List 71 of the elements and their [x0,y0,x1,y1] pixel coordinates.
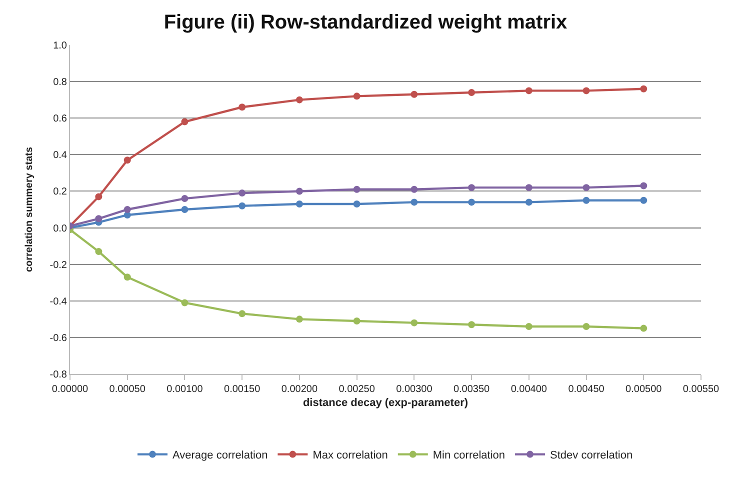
x-tick-label: 0.00300 [396,384,433,395]
chart-title: Figure (ii) Row-standardized weight matrix [164,11,568,34]
point [582,184,590,192]
point [95,193,102,200]
point [296,200,303,208]
point [640,196,648,204]
point [95,248,102,256]
x-tick-label: 0.00200 [281,384,318,395]
point [640,182,648,190]
point [238,310,246,318]
point [296,188,303,195]
point [468,198,476,206]
point [410,90,418,98]
x-tick-label: 0.00100 [166,384,204,395]
point [582,196,590,204]
legend-label: Min correlation [432,450,506,462]
legend-label: Stdev correlation [550,450,633,462]
point [238,202,246,210]
point [181,206,188,213]
point [181,299,188,306]
point [124,274,131,281]
point [238,104,246,111]
y-tick-label: 0.8 [53,77,68,88]
y-tick-label: 0.2 [53,186,68,198]
point [124,156,131,164]
x-tick-label: 0.00000 [52,384,89,395]
x-tick-label: 0.00150 [224,384,261,395]
point [353,92,360,100]
point [410,186,418,193]
point [640,324,648,332]
legend-label: Max correlation [312,450,388,462]
y-tick-label: 0.6 [53,114,68,125]
point [468,184,476,192]
point [525,87,532,94]
y-tick-label: -0.4 [50,296,68,308]
point [525,322,532,330]
point [296,96,303,104]
legend-label: Average correlation [172,450,268,462]
x-tick-label: 0.00550 [682,384,720,395]
y-tick-label: 0.0 [53,223,68,234]
point [296,316,303,323]
x-axis-title: distance decay (exp-parameter) [302,397,468,410]
y-tick-label: 0.4 [53,150,68,162]
point [238,190,246,197]
x-tick-label: 0.00500 [626,384,662,395]
point [410,319,418,326]
y-tick-label: 1.0 [53,40,68,52]
point [582,87,590,94]
point [181,195,188,202]
point [640,85,648,92]
y-tick-label: -0.2 [50,260,68,271]
x-tick-label: 0.00450 [568,384,605,395]
x-tick-label: 0.00050 [109,384,146,395]
y-axis-title: correlation summery stats [24,146,35,272]
x-tick-label: 0.00400 [510,384,548,395]
point [353,200,360,208]
point [410,198,418,206]
point [525,198,532,206]
point [95,215,102,222]
y-tick-label: -0.8 [50,370,68,380]
point [353,186,360,193]
y-tick-label: -0.6 [50,332,68,344]
x-tick-label: 0.00350 [453,384,490,395]
x-tick-label: 0.00250 [338,384,376,395]
point [353,317,360,324]
point [124,206,131,213]
point [181,118,188,126]
point [468,89,476,96]
point [468,321,476,328]
point [525,184,532,192]
point [582,322,590,330]
